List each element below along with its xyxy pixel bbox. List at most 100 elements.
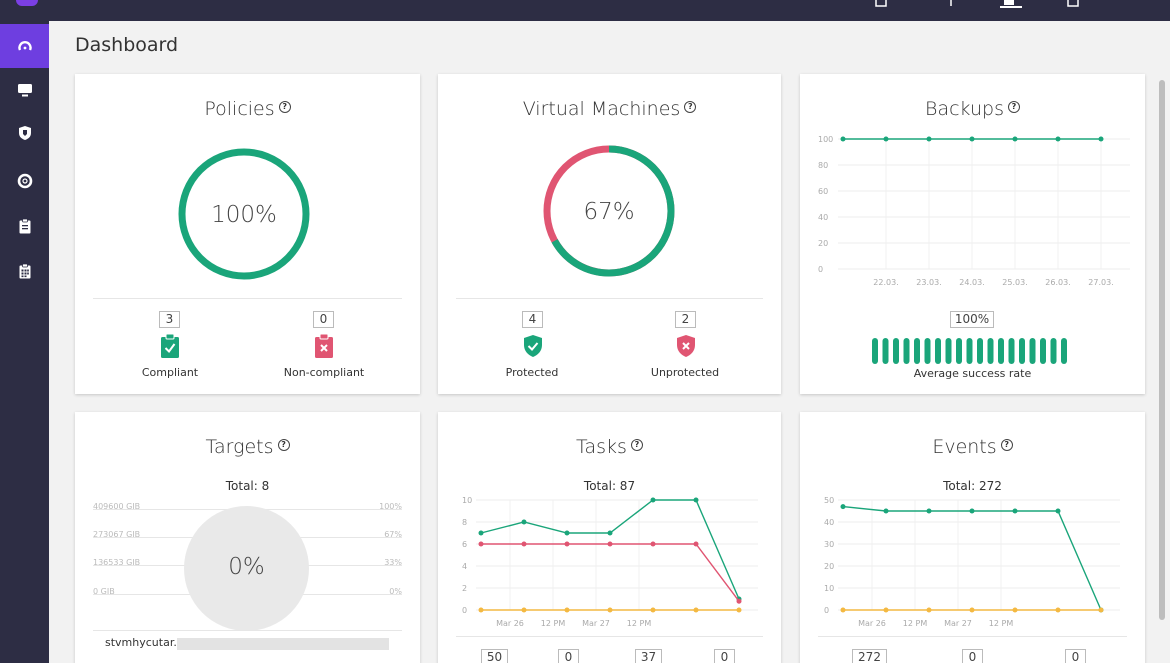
- data-point: [1012, 508, 1018, 514]
- success-rate-caption: Average success rate: [913, 367, 1032, 380]
- data-point: [521, 607, 527, 613]
- data-point: [926, 136, 932, 142]
- help-icon[interactable]: ?: [278, 101, 291, 113]
- success-rate-bar: [1029, 338, 1036, 364]
- y-tick-label: 50: [824, 496, 834, 505]
- vms-protected-arc: [543, 145, 675, 277]
- y-tick-label: 10: [824, 584, 834, 593]
- data-point: [840, 607, 846, 613]
- data-point: [693, 607, 699, 613]
- task-count: 50: [481, 649, 508, 663]
- data-point: [650, 607, 656, 613]
- x-tick-label: 26.03.: [1045, 278, 1070, 287]
- usage-circle: [184, 506, 309, 631]
- sidebar-item-machines[interactable]: [0, 68, 49, 112]
- sidebar-item-dashboard[interactable]: [0, 24, 49, 68]
- divider: [456, 298, 763, 299]
- success-rate-bar: [893, 338, 899, 364]
- shield-check-icon: [524, 335, 542, 357]
- events-total: Total: 272: [943, 479, 1002, 493]
- y-tick-label: 80: [818, 161, 828, 170]
- y-tick-label: 6: [462, 540, 467, 549]
- vms-donut: 67%: [543, 145, 675, 277]
- help-icon[interactable]: ?: [277, 439, 290, 451]
- x-tick-label: Mar 27: [944, 619, 972, 628]
- success-rate-bar: [1040, 338, 1046, 364]
- series-line: [481, 543, 740, 602]
- vms-percent: 67%: [583, 199, 634, 225]
- y-tick-left: 0 GIB: [93, 587, 115, 596]
- x-tick-label: 27.03.: [1088, 278, 1113, 287]
- page-scrollbar[interactable]: [1159, 80, 1165, 620]
- sidebar-item-reports[interactable]: [0, 204, 49, 248]
- tasks-total: Total: 87: [583, 479, 636, 493]
- task-count: 0: [558, 649, 579, 663]
- help-icon[interactable]: [946, 0, 956, 8]
- sidebar-item-policies[interactable]: [0, 111, 49, 155]
- x-tick-label: 12 PM: [541, 619, 566, 628]
- data-point: [1055, 508, 1061, 514]
- data-point: [521, 519, 527, 525]
- y-tick-label: 20: [824, 562, 834, 571]
- sidebar-item-recovery[interactable]: [0, 159, 49, 203]
- y-tick-label: 8: [462, 518, 467, 527]
- success-rate-bar: [1019, 338, 1025, 364]
- user-icon[interactable]: [1000, 0, 1022, 8]
- sidebar-item-schedule[interactable]: [0, 249, 49, 293]
- app-logo[interactable]: [16, 0, 38, 6]
- help-icon[interactable]: ?: [1000, 439, 1013, 451]
- vms-title: Virtual Machines?: [438, 98, 781, 120]
- y-tick-label: 2: [462, 584, 467, 593]
- data-point: [693, 541, 699, 547]
- data-point: [607, 541, 613, 547]
- targets-card: Targets? Total: 8 409600 GIB 273067 GIB …: [75, 412, 420, 663]
- divider: [818, 636, 1127, 637]
- events-card: Events? Total: 272 50 40 30 20 10 0 Mar 26 12 P…: [800, 412, 1145, 663]
- x-tick-label: 12 PM: [903, 619, 928, 628]
- x-tick-label: 24.03.: [959, 278, 984, 287]
- target-usage-bar: [177, 638, 389, 650]
- backups-chart: 100 80 60 40 20 0 22.03. 23.03. 24.03. 25.03. 26.0…: [818, 135, 1130, 287]
- y-tick-label: 0: [824, 606, 829, 615]
- data-point: [1055, 136, 1061, 142]
- sidebar: [0, 21, 49, 663]
- y-tick-right: 100%: [379, 502, 402, 511]
- data-point: [564, 541, 570, 547]
- success-rate-bar: [872, 338, 878, 364]
- clipboard-check-icon: [161, 334, 179, 358]
- shield-icon: [18, 126, 31, 140]
- target-name: stvmhycutar...: [105, 636, 184, 649]
- monitor-icon: [17, 84, 32, 97]
- success-rate-bar: [1008, 338, 1015, 364]
- event-count: 0: [962, 649, 983, 663]
- y-tick-label: 60: [818, 187, 828, 196]
- success-rate-bar: [945, 338, 952, 364]
- x-tick-label: Mar 26: [496, 619, 524, 628]
- protected-label: Protected: [505, 366, 559, 379]
- x-tick-label: 23.03.: [916, 278, 941, 287]
- clipboard-icon: [19, 218, 30, 234]
- data-point: [564, 530, 570, 536]
- y-tick-label: 100: [818, 135, 833, 144]
- data-point: [607, 607, 613, 613]
- notifications-icon[interactable]: [874, 0, 888, 8]
- help-icon[interactable]: ?: [684, 101, 697, 113]
- policies-card: Policies? 100% 3 0 Compliant Non-complia…: [75, 74, 420, 394]
- y-tick-left: 273067 GIB: [93, 530, 141, 539]
- help-icon[interactable]: ?: [630, 439, 643, 451]
- settings-icon[interactable]: [1066, 0, 1080, 8]
- data-point: [1012, 136, 1018, 142]
- success-rate-bar: [1061, 338, 1067, 364]
- data-point: [926, 607, 932, 613]
- success-rate-bar: [956, 338, 962, 364]
- lifebuoy-icon: [17, 173, 32, 189]
- y-tick-label: 0: [818, 265, 823, 274]
- help-icon[interactable]: ?: [1007, 101, 1020, 113]
- x-tick-label: Mar 27: [582, 619, 610, 628]
- y-tick-right: 33%: [384, 558, 402, 567]
- targets-total: Total: 8: [225, 479, 270, 493]
- noncompliant-count: 0: [313, 311, 334, 328]
- unprotected-count: 2: [675, 311, 696, 328]
- vms-card: Virtual Machines? 67% 4 2 Protected Unpr…: [438, 74, 781, 394]
- x-tick-label: Mar 26: [858, 619, 886, 628]
